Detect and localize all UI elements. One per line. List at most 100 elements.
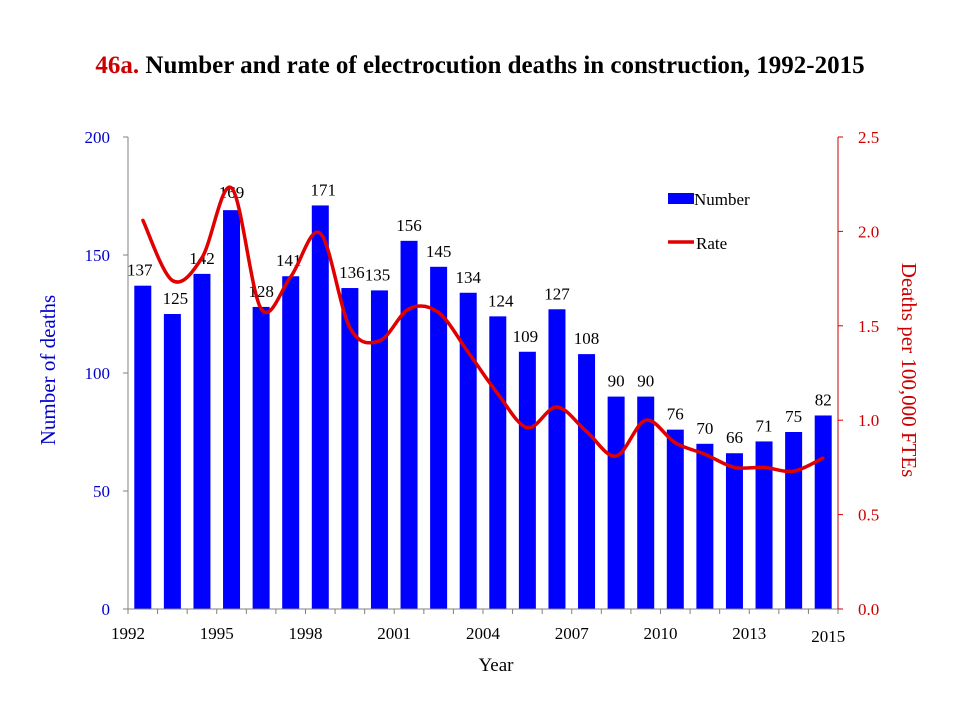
rate-point-2012 [732,465,736,469]
rate-point-1999 [348,326,352,330]
rate-point-2003 [466,350,470,354]
data-label-2012: 66 [726,428,743,447]
x-tick-label-2015: 2015 [811,627,845,646]
data-label-2000: 135 [365,265,391,284]
x-axis-label: Year [478,655,514,676]
rate-point-2014 [792,469,796,473]
rate-point-2001 [407,307,411,311]
rate-point-2000 [377,339,381,343]
rate-point-2004 [496,392,500,396]
rate-point-1996 [259,307,263,311]
bar-2009 [637,396,655,609]
bar-2007 [578,354,596,609]
right-tick-label-1.0: 1.0 [858,411,879,430]
axes-group: 0 50 100 150 200 0.0 0.5 1.0 1.5 2.0 2.5 1992 1995 19… [85,128,880,646]
rate-point-1992 [141,218,145,222]
bar-2014 [785,432,803,609]
left-y-axis-label: Number of deaths [36,295,60,445]
right-y-axis-label: Deaths per 100,000 FTEs [897,263,921,478]
data-label-2003: 134 [455,268,481,287]
x-tick-label-1995: 1995 [200,624,234,643]
rate-point-2007 [585,430,589,434]
rate-line-group [141,185,825,474]
right-tick-label-1.5: 1.5 [858,317,879,336]
bar-2004 [489,316,507,609]
data-label-1997: 141 [276,251,302,270]
right-tick-label-2.0: 2.0 [858,222,879,241]
legend: Number Rate [668,190,750,253]
data-label-2006: 127 [544,284,570,303]
bar-1993 [163,314,181,609]
chart-title-number: 46a. [95,52,140,79]
data-label-1999: 136 [339,263,365,282]
rate-point-2008 [614,454,618,458]
bar-1995 [223,210,241,609]
data-label-2005: 109 [513,327,539,346]
left-tick-label-150: 150 [85,246,111,265]
x-tick-label-2013: 2013 [732,624,766,643]
data-label-2008: 90 [608,372,625,391]
bar-1996 [252,306,270,609]
bar-2000 [370,290,388,609]
right-tick-label-2.5: 2.5 [858,128,879,147]
bar-1998 [311,205,329,609]
data-label-2010: 76 [667,405,684,424]
data-label-2009: 90 [637,372,654,391]
data-label-2015: 82 [815,390,832,409]
bar-2003 [459,292,477,609]
rate-point-2011 [703,452,707,456]
bar-2015 [814,415,832,609]
data-label-2014: 75 [785,407,802,426]
right-tick-label-0.5: 0.5 [858,506,879,525]
bar-1994 [193,273,211,609]
bar-1999 [341,288,359,609]
bar-2012 [725,453,743,609]
rate-point-1994 [200,256,204,260]
x-tick-label-2004: 2004 [466,624,501,643]
right-tick-label-0.0: 0.0 [858,600,879,619]
bar-2006 [548,309,566,609]
bar-1992 [134,285,152,609]
rate-line [141,185,824,474]
x-tick-label-2001: 2001 [377,624,411,643]
left-tick-label-50: 50 [93,482,110,501]
bar-2005 [518,351,536,609]
data-label-2007: 108 [574,329,600,348]
legend-label-number: Number [694,190,750,209]
bar-1997 [282,276,300,609]
bars-group [134,205,832,609]
bar-2002 [430,266,448,609]
rate-point-2010 [673,441,677,445]
bar-2010 [666,429,684,609]
bar-2001 [400,240,418,609]
chart-title-text: Number and rate of electrocution deaths … [145,52,865,79]
rate-point-2013 [762,465,766,469]
data-label-2001: 156 [396,216,422,235]
bar-2013 [755,441,773,609]
data-label-1993: 125 [163,289,189,308]
legend-swatch-number [668,193,694,204]
rate-point-1998 [318,231,322,235]
legend-label-rate: Rate [696,234,727,253]
rate-point-1993 [170,278,174,282]
rate-point-2005 [525,426,529,430]
bar-2008 [607,396,625,609]
rate-point-1995 [230,186,234,190]
rate-point-2015 [821,456,825,460]
data-label-1992: 137 [127,261,153,280]
bar-2011 [696,443,714,609]
data-label-1995: 169 [219,183,245,202]
data-label-2002: 145 [426,242,452,261]
data-label-2004: 124 [488,291,514,310]
rate-point-2006 [555,405,559,409]
rate-point-1997 [289,275,293,279]
data-label-1998: 171 [311,180,337,199]
left-tick-label-0: 0 [102,600,111,619]
x-tick-label-2010: 2010 [644,624,678,643]
chart-title: 46a. Number and rate of electrocution de… [0,52,960,80]
x-tick-label-2007: 2007 [555,624,590,643]
x-tick-label-1998: 1998 [289,624,323,643]
rate-point-2002 [437,311,441,315]
